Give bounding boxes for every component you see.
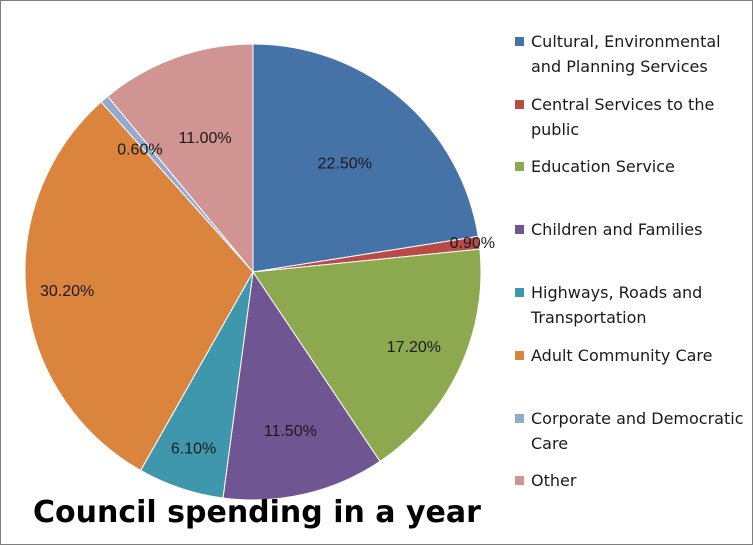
- pie-slice: [252, 248, 482, 463]
- slice-data-label: 17.20%: [387, 339, 441, 356]
- legend-item: Cultural, Environmental and Planning Ser…: [515, 29, 750, 79]
- legend-label: Other: [531, 471, 577, 490]
- legend-swatch: [515, 225, 524, 234]
- legend-swatch: [515, 351, 524, 360]
- pie-slice: [252, 43, 479, 273]
- legend-label: Central Services to the public: [531, 95, 715, 139]
- pie-slice: [222, 270, 381, 501]
- legend-item: Children and Families: [515, 217, 750, 242]
- legend-item: Adult Community Care: [515, 343, 750, 368]
- legend-item: Corporate and Democratic Care: [515, 406, 750, 456]
- pie-data-labels: 22.50% 0.90% 17.20% 11.50% 6.10% 30.20% 0.60% 1…: [40, 130, 495, 457]
- pie-slices: [24, 43, 482, 501]
- legend-label: Adult Community Care: [531, 346, 713, 365]
- legend-swatch: [515, 414, 524, 423]
- slice-data-label: 22.50%: [318, 156, 372, 173]
- slice-data-label: 6.10%: [171, 441, 216, 458]
- legend-label: Corporate and Democratic Care: [531, 409, 744, 453]
- legend-swatch: [515, 288, 524, 297]
- legend-label: Highways, Roads and Transportation: [531, 283, 703, 327]
- legend-label: Cultural, Environmental and Planning Ser…: [531, 32, 721, 76]
- legend-item: Other: [515, 468, 750, 493]
- slice-data-label: 30.20%: [40, 283, 94, 300]
- legend-swatch: [515, 100, 524, 109]
- legend-swatch: [515, 162, 524, 171]
- slice-data-label: 0.60%: [117, 142, 162, 159]
- slice-data-label: 11.00%: [179, 130, 232, 147]
- legend-item: Education Service: [515, 154, 750, 179]
- slice-data-label: 0.90%: [450, 235, 495, 252]
- legend-item: Highways, Roads and Transportation: [515, 280, 750, 330]
- legend-swatch: [515, 476, 524, 485]
- slice-data-label: 11.50%: [264, 423, 317, 440]
- pie-slice: [24, 101, 254, 472]
- pie-slice: [106, 43, 254, 274]
- chart-title: Council spending in a year: [33, 495, 481, 530]
- legend-swatch: [515, 37, 524, 46]
- legend-item: Central Services to the public: [515, 92, 750, 142]
- legend-label: Education Service: [531, 157, 675, 176]
- legend-label: Children and Families: [531, 220, 703, 239]
